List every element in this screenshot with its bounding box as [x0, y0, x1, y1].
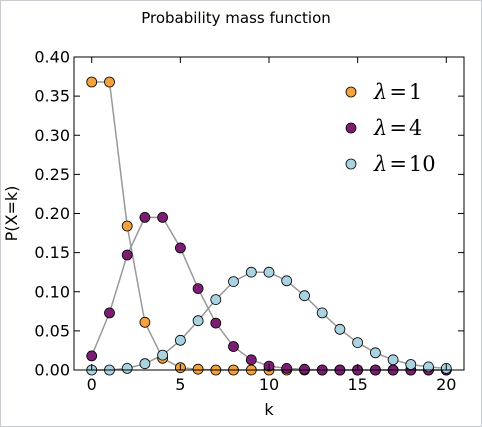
legend-marker-3	[345, 158, 357, 170]
x-tick-label: 10	[259, 375, 279, 394]
data-point-series3-k6	[192, 315, 204, 327]
data-point-series3-k18	[405, 359, 417, 370]
legend-marker-2	[345, 122, 357, 134]
data-point-series3-k10	[263, 266, 275, 278]
y-tick-label: 0.40	[34, 48, 70, 67]
data-point-series1-k1	[104, 76, 115, 88]
data-point-series3-k17	[387, 354, 399, 366]
chart-title: Probability mass function	[141, 9, 331, 27]
data-point-series2-k1	[104, 307, 115, 319]
y-tick-label: 0.35	[34, 87, 70, 106]
y-axis-label: P(X=k)	[2, 186, 21, 242]
data-point-series3-k16	[369, 347, 381, 359]
data-point-series3-k11	[281, 275, 293, 287]
data-point-series3-k2	[121, 362, 133, 374]
data-point-series3-k5	[174, 334, 186, 346]
data-point-series2-k9	[245, 354, 257, 366]
y-tick-label: 0.25	[34, 165, 70, 184]
data-point-series3-k12	[299, 290, 310, 302]
data-point-series3-k4	[157, 349, 169, 361]
series-line-2	[91, 216, 447, 371]
y-tick-label: 0.15	[34, 243, 70, 262]
data-point-series2-k0	[86, 350, 98, 362]
data-point-series3-k9	[245, 266, 257, 278]
legend-marker-1	[345, 86, 357, 98]
legend-label-3: λ=10	[373, 152, 436, 176]
data-point-series3-k19	[423, 361, 434, 373]
legend: λ=1 λ=4 λ=10	[345, 80, 436, 176]
data-point-series2-k7	[210, 317, 222, 329]
data-point-series2-k4	[157, 211, 169, 223]
data-point-series2-k2	[121, 249, 133, 261]
y-tick-label: 0.30	[34, 126, 70, 145]
x-axis: 0 5 10 15 20	[87, 57, 456, 394]
data-point-series2-k5	[174, 242, 186, 254]
data-point-series2-k8	[228, 341, 239, 352]
x-axis-label: k	[264, 400, 274, 419]
data-point-series3-k14	[334, 323, 346, 335]
y-axis: 0.00 0.05 0.10 0.15 0.20 0.25 0.30 0.35 0.40	[34, 48, 464, 380]
data-point-series3-k8	[228, 276, 239, 288]
y-tick-label: 0.00	[34, 361, 70, 380]
y-tick-label: 0.05	[34, 321, 70, 340]
y-tick-label: 0.20	[34, 204, 70, 223]
x-tick-label: 15	[347, 375, 367, 394]
x-tick-label: 5	[175, 375, 185, 394]
data-point-series2-k11	[281, 362, 293, 374]
data-point-series2-k3	[139, 211, 151, 223]
x-tick-label: 0	[87, 375, 97, 394]
data-point-series3-k15	[352, 337, 364, 349]
data-point-series2-k6	[192, 283, 204, 295]
data-point-series1-k3	[139, 316, 151, 328]
data-point-series1-k2	[121, 220, 133, 232]
legend-label-1: λ=1	[373, 80, 422, 104]
y-tick-label: 0.10	[34, 282, 70, 301]
data-point-series3-k3	[139, 358, 151, 370]
data-point-series3-k7	[210, 294, 222, 306]
data-point-series1-k6	[192, 363, 204, 375]
x-tick-label: 20	[436, 375, 456, 394]
data-point-series1-k0	[86, 76, 98, 88]
legend-label-2: λ=4	[373, 116, 422, 140]
data-point-series2-k12	[299, 363, 310, 375]
data-point-series3-k13	[316, 307, 328, 319]
